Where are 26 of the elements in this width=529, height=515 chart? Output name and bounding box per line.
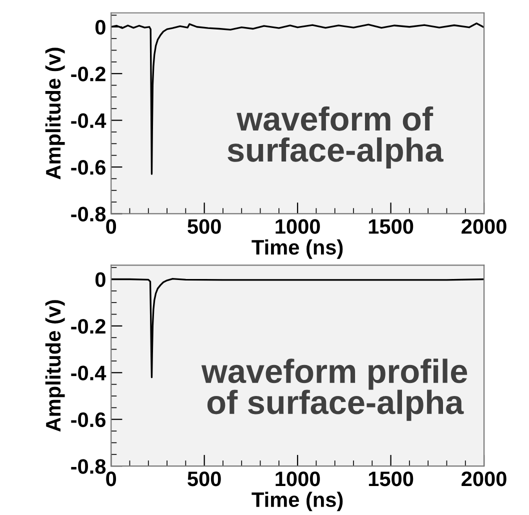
- x-tick-label: 0: [106, 471, 116, 486]
- x-tick-label: 1500: [368, 219, 414, 234]
- y-tick-label: -0.4: [71, 113, 106, 128]
- y-tick-label: 0: [95, 20, 106, 35]
- x-axis-title: Time (ns): [252, 239, 343, 259]
- x-tick-label: 0: [106, 219, 116, 234]
- y-axis-title: Amplitude (v): [45, 48, 65, 180]
- x-tick-label: 500: [188, 219, 221, 234]
- y-tick-label: 0: [95, 272, 106, 287]
- y-tick-label: -0.8: [71, 206, 106, 222]
- y-tick-label: -0.2: [71, 318, 106, 334]
- x-tick-label: 2000: [462, 219, 506, 234]
- x-tick-label: 2000: [462, 471, 506, 486]
- y-tick-label: -0.2: [71, 66, 106, 82]
- y-tick-label: -0.6: [71, 412, 106, 428]
- y-axis-title: Amplitude (v): [45, 300, 65, 432]
- y-tick-label: -0.6: [71, 160, 106, 175]
- x-tick-label: 500: [188, 471, 221, 486]
- x-axis-title: Time (ns): [252, 492, 343, 512]
- x-tick-label: 1500: [368, 471, 414, 486]
- x-tick-label: 1000: [276, 219, 320, 234]
- annotation: waveform profile of surface-alpha: [201, 358, 468, 421]
- y-tick-label: -0.8: [71, 459, 106, 474]
- annotation: waveform of surface-alpha: [228, 106, 444, 168]
- y-tick-label: -0.4: [71, 366, 106, 380]
- x-tick-label: 1000: [276, 471, 320, 486]
